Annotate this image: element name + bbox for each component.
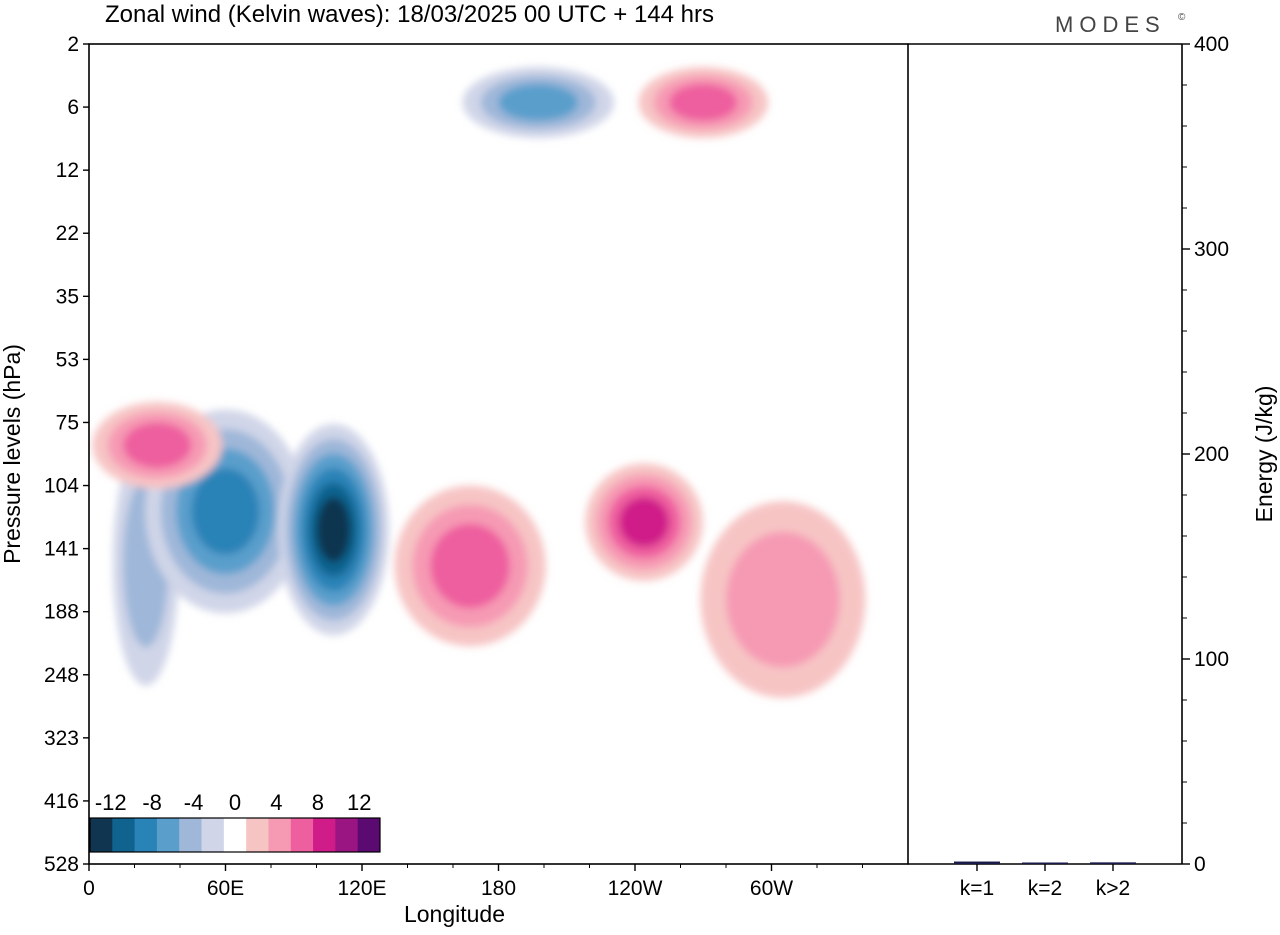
- contour-feature-3-level-3: [123, 422, 192, 469]
- contour-feature-5-level-4: [619, 497, 670, 548]
- contour-feature-2-level-6: [316, 497, 351, 563]
- colorbar-cell: [223, 818, 247, 852]
- x-tick-label: 0: [83, 877, 95, 900]
- colorbar-label: -12: [95, 790, 127, 815]
- energy-category-label: k=2: [1028, 877, 1062, 900]
- y-tick-label: 104: [44, 475, 79, 498]
- colorbar-cell: [290, 818, 314, 852]
- x-tick-label: 120E: [337, 877, 386, 900]
- brand-logo: MODES: [1055, 12, 1166, 37]
- y-tick-label: 22: [56, 222, 79, 245]
- y-tick-label: 2: [67, 33, 79, 56]
- colorbar-cell: [156, 818, 180, 852]
- chart-title: Zonal wind (Kelvin waves): 18/03/2025 00…: [105, 1, 714, 28]
- y-tick-label: 141: [44, 538, 79, 561]
- energy-tick-label: 200: [1194, 443, 1229, 466]
- x-tick-label: 180: [481, 877, 516, 900]
- brand-mark: ©: [1178, 12, 1186, 23]
- colorbar-cell: [90, 818, 113, 852]
- colorbar-cell: [335, 818, 359, 852]
- y-axis-label: Pressure levels (hPa): [0, 344, 25, 564]
- colorbar-label: -8: [142, 790, 162, 815]
- y-tick-label: 416: [44, 790, 79, 813]
- energy-tick-label: 0: [1194, 853, 1206, 876]
- colorbar-cell: [357, 818, 381, 852]
- energy-tick-label: 400: [1194, 33, 1229, 56]
- y-tick-label: 75: [56, 411, 79, 434]
- colorbar-frame: [89, 817, 381, 853]
- colorbar: -12 -8 -4 0 4 8 12: [89, 790, 381, 853]
- energy-category-label: k>2: [1096, 877, 1130, 900]
- y-tick-label: 323: [44, 727, 79, 750]
- energy-panel: 0 100 200 300 400 Energy (J/kg) k=1 k=2 k>2: [908, 33, 1277, 900]
- energy-bar-k=2: [1022, 862, 1068, 864]
- colorbar-label: -4: [184, 790, 204, 815]
- x-tick-label: 120W: [608, 877, 663, 900]
- y-tick-label: 528: [44, 853, 79, 876]
- contour-plot-area: [92, 67, 866, 698]
- energy-axis-label: Energy (J/kg): [1251, 386, 1277, 523]
- energy-tick-label: 100: [1194, 648, 1229, 671]
- colorbar-cell: [268, 818, 292, 852]
- energy-tick-label: 300: [1194, 238, 1229, 261]
- y-tick-label: 188: [44, 601, 79, 624]
- contour-feature-1-level-4: [191, 468, 260, 555]
- y-tick-label: 35: [56, 285, 79, 308]
- colorbar-label: 12: [347, 790, 371, 815]
- x-tick-label: 60W: [750, 877, 793, 900]
- energy-category-label: k=1: [960, 877, 994, 900]
- y-tick-label: 6: [67, 96, 79, 119]
- contour-feature-8-level-3: [669, 83, 738, 122]
- colorbar-cell: [134, 818, 158, 852]
- x-axis-label: Longitude: [404, 901, 505, 927]
- colorbar-cell: [112, 818, 136, 852]
- colorbar-cell: [179, 818, 203, 852]
- energy-bar-k=1: [954, 861, 1000, 864]
- colorbar-cell: [313, 818, 336, 852]
- y-tick-label: 12: [56, 159, 79, 182]
- wind-contours: [92, 67, 866, 698]
- x-tick-label: 60E: [207, 877, 244, 900]
- colorbar-label: 8: [312, 790, 324, 815]
- colorbar-label: 0: [229, 790, 241, 815]
- colorbar-cell: [246, 818, 269, 852]
- colorbar-cell: [201, 818, 225, 852]
- colorbar-label: 4: [270, 790, 282, 815]
- contour-feature-6-level-2: [726, 531, 840, 668]
- contour-feature-4-level-3: [430, 523, 510, 609]
- y-tick-label: 53: [56, 348, 79, 371]
- y-tick-label: 248: [44, 664, 79, 687]
- energy-bar-k>2: [1090, 862, 1136, 864]
- contour-feature-7-level-3: [498, 83, 579, 122]
